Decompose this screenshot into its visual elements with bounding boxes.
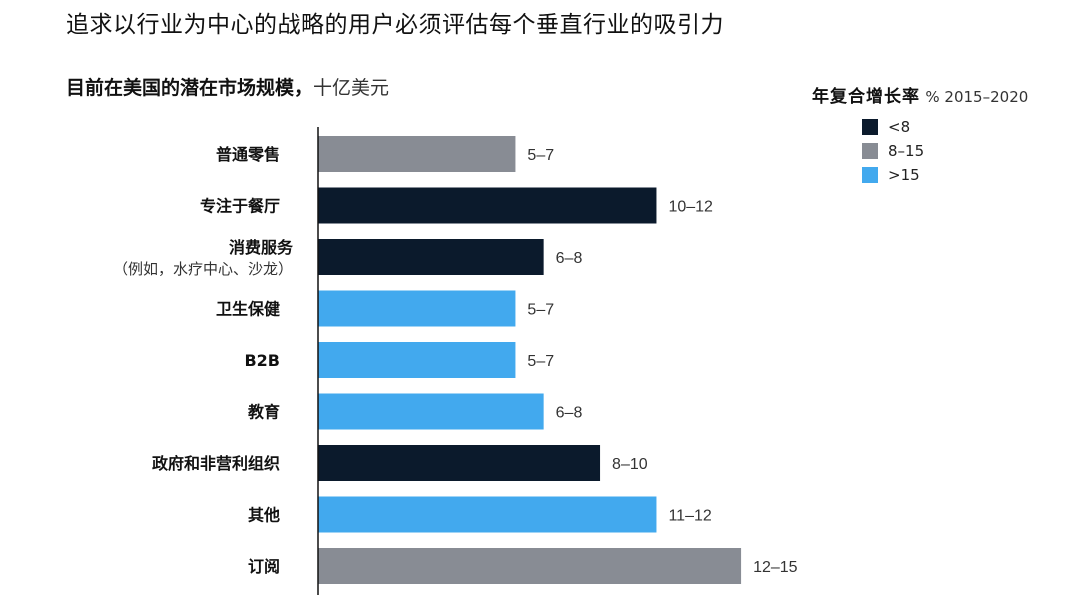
legend-item-low: <8	[862, 115, 1028, 139]
category-label-4: B2B	[244, 351, 280, 370]
value-label-4: 5–7	[527, 353, 554, 370]
value-label-2: 6–8	[556, 250, 583, 267]
value-label-6: 8–10	[612, 456, 648, 473]
category-label-5: 教育	[248, 403, 280, 422]
value-label-3: 5–7	[527, 302, 554, 319]
bar-3	[318, 290, 516, 327]
value-label-0: 5–7	[527, 147, 554, 164]
bar-2	[318, 239, 544, 275]
bar-1	[318, 187, 657, 224]
bar-0	[318, 136, 516, 172]
value-label-7: 11–12	[668, 508, 711, 525]
value-label-1: 10–12	[668, 199, 713, 216]
category-sublabel-2: （例如，水疗中心、沙龙）	[113, 260, 293, 278]
subtitle-main: 目前在美国的潜在市场规模，	[66, 77, 314, 99]
legend-title-unit: % 2015–2020	[925, 88, 1029, 106]
chart-subtitle: 目前在美国的潜在市场规模，十亿美元	[66, 75, 389, 101]
category-label-3: 卫生保健	[216, 300, 280, 319]
legend-swatch-low	[862, 119, 878, 135]
category-label-6: 政府和非营利组织	[152, 454, 280, 473]
category-label-0: 普通零售	[216, 145, 280, 164]
legend-label-high: >15	[888, 166, 920, 184]
category-label-1: 专注于餐厅	[200, 197, 280, 216]
bar-6	[318, 445, 601, 481]
legend-swatch-high	[862, 167, 878, 183]
value-label-8: 12–15	[753, 559, 798, 576]
subtitle-unit: 十亿美元	[313, 77, 390, 99]
category-label-8: 订阅	[248, 557, 280, 576]
category-label-2: 消费服务	[229, 238, 294, 257]
legend-swatch-mid	[862, 143, 878, 159]
legend-title: 年复合增长率 % 2015–2020	[812, 84, 1028, 110]
legend-label-low: <8	[888, 118, 911, 136]
legend-title-main: 年复合增长率	[812, 87, 920, 107]
legend-item-mid: 8–15	[862, 139, 1028, 163]
legend-items: <8 8–15 >15	[862, 115, 1028, 187]
bar-4	[318, 342, 516, 378]
bar-5	[318, 393, 544, 430]
legend: 年复合增长率 % 2015–2020 <8 8–15 >15	[812, 84, 1028, 187]
category-label-7: 其他	[248, 506, 280, 525]
value-label-5: 6–8	[556, 405, 583, 422]
bar-8	[318, 548, 742, 584]
page-title: 追求以行业为中心的战略的用户必须评估每个垂直行业的吸引力	[66, 12, 724, 38]
bar-7	[318, 496, 657, 533]
legend-label-mid: 8–15	[888, 142, 925, 160]
legend-item-high: >15	[862, 163, 1028, 187]
